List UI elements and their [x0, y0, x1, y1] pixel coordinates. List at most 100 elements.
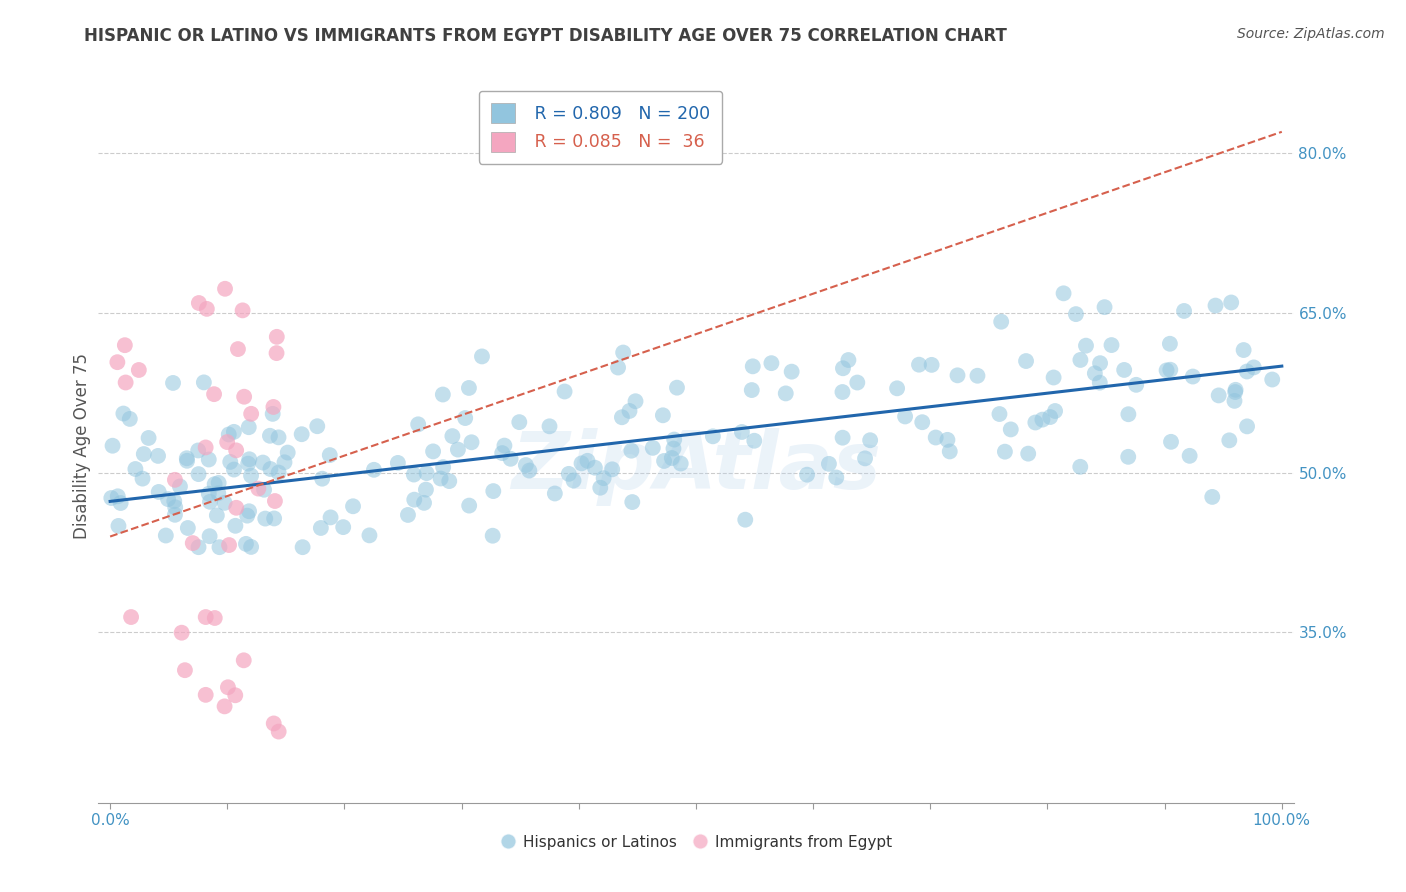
Point: [494, 439, 516, 453]
Point: [1181, 369, 1204, 384]
Point: [1173, 304, 1195, 318]
Point: [387, 456, 409, 470]
Point: [1088, 376, 1111, 390]
Point: [1052, 286, 1074, 301]
Point: [226, 342, 249, 356]
Point: [319, 510, 342, 524]
Point: [641, 441, 664, 455]
Point: [780, 365, 803, 379]
Point: [208, 475, 231, 490]
Point: [219, 455, 242, 469]
Point: [114, 376, 136, 390]
Point: [664, 433, 686, 447]
Point: [508, 415, 530, 429]
Point: [1064, 307, 1087, 321]
Point: [517, 464, 540, 478]
Point: [1000, 422, 1022, 436]
Point: [481, 529, 503, 543]
Point: [1074, 339, 1097, 353]
Point: [859, 434, 882, 448]
Point: [163, 494, 186, 508]
Point: [266, 346, 288, 360]
Point: [589, 481, 612, 495]
Point: [576, 454, 599, 468]
Point: [157, 492, 180, 507]
Point: [831, 431, 853, 445]
Point: [571, 456, 593, 470]
Point: [238, 457, 260, 471]
Point: [413, 496, 436, 510]
Point: [1159, 336, 1181, 351]
Point: [538, 419, 561, 434]
Point: [702, 429, 724, 443]
Point: [761, 356, 783, 370]
Point: [177, 521, 200, 535]
Point: [319, 448, 342, 462]
Point: [1114, 363, 1136, 377]
Point: [1069, 353, 1091, 368]
Point: [238, 504, 260, 518]
Point: [204, 611, 226, 625]
Point: [359, 528, 381, 542]
Point: [187, 540, 209, 554]
Point: [558, 467, 581, 481]
Point: [669, 457, 692, 471]
Point: [936, 433, 959, 447]
Point: [169, 479, 191, 493]
Point: [818, 457, 841, 471]
Point: [1236, 364, 1258, 378]
Point: [240, 407, 263, 421]
Point: [176, 451, 198, 466]
Point: [921, 358, 943, 372]
Point: [225, 443, 247, 458]
Point: [741, 359, 763, 374]
Point: [259, 462, 281, 476]
Point: [110, 496, 132, 510]
Point: [218, 538, 240, 552]
Point: [105, 355, 128, 369]
Point: [253, 483, 276, 497]
Point: [187, 296, 209, 310]
Point: [207, 486, 229, 500]
Point: [471, 350, 494, 364]
Point: [612, 345, 634, 359]
Point: [651, 409, 673, 423]
Point: [263, 511, 285, 525]
Point: [415, 466, 437, 480]
Point: [482, 484, 505, 499]
Point: [128, 363, 150, 377]
Point: [1160, 434, 1182, 449]
Point: [624, 394, 647, 409]
Point: [100, 491, 122, 505]
Point: [163, 473, 186, 487]
Point: [966, 368, 988, 383]
Point: [742, 434, 765, 448]
Point: [214, 282, 236, 296]
Point: [1205, 299, 1227, 313]
Point: [204, 477, 226, 491]
Point: [264, 494, 287, 508]
Point: [266, 330, 288, 344]
Point: [114, 338, 136, 352]
Point: [1261, 372, 1284, 386]
Point: [908, 358, 931, 372]
Point: [181, 536, 204, 550]
Point: [252, 456, 274, 470]
Point: [198, 529, 221, 543]
Point: [458, 381, 481, 395]
Point: [174, 663, 197, 677]
Point: [853, 451, 876, 466]
Point: [441, 429, 464, 443]
Point: [291, 427, 314, 442]
Legend: Hispanics or Latinos, Immigrants from Egypt: Hispanics or Latinos, Immigrants from Eg…: [494, 829, 898, 855]
Point: [990, 315, 1012, 329]
Text: Source: ZipAtlas.com: Source: ZipAtlas.com: [1237, 27, 1385, 41]
Point: [1201, 490, 1223, 504]
Point: [1031, 412, 1053, 426]
Point: [1223, 393, 1246, 408]
Point: [652, 454, 675, 468]
Point: [176, 454, 198, 468]
Point: [148, 485, 170, 500]
Point: [214, 699, 236, 714]
Point: [499, 451, 522, 466]
